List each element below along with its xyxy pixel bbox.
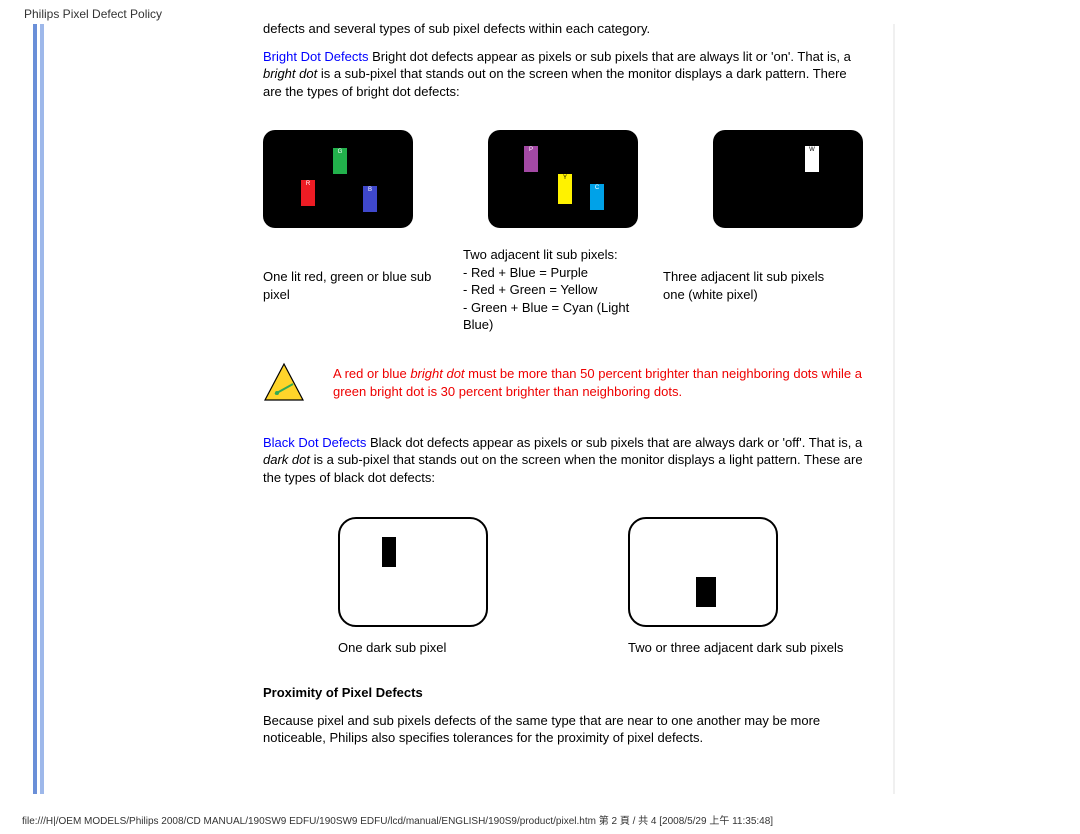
bright-diagram: W <box>713 130 863 228</box>
black-body-a: Black dot defects appear as pixels or su… <box>366 435 862 450</box>
left-stripes <box>33 24 51 794</box>
dark-diagram <box>628 517 778 627</box>
bright-dot-paragraph: Bright Dot Defects Bright dot defects ap… <box>263 48 863 101</box>
dark-label-1: One dark sub pixel <box>338 639 628 657</box>
footer-path: file:///H|/OEM MODELS/Philips 2008/CD MA… <box>22 815 773 829</box>
header-breadcrumb: Philips Pixel Defect Policy <box>24 6 162 22</box>
right-edge <box>893 24 895 794</box>
bright-diagrams-row: RGB PYC W <box>263 130 863 228</box>
bright-dot-heading: Bright Dot Defects <box>263 49 369 64</box>
bright-diagram: RGB <box>263 130 413 228</box>
bright-italic: bright dot <box>263 66 317 81</box>
intro-tail: defects and several types of sub pixel d… <box>263 20 863 38</box>
bright-body-a: Bright dot defects appear as pixels or s… <box>369 49 851 64</box>
bright-labels-row: One lit red, green or blue sub pixel Two… <box>263 246 863 334</box>
proximity-body: Because pixel and sub pixels defects of … <box>263 712 863 747</box>
dark-diagram <box>338 517 488 627</box>
bright-label-2: Two adjacent lit sub pixels: - Red + Blu… <box>463 246 663 334</box>
warning-row: A red or blue bright dot must be more th… <box>263 362 863 404</box>
bright-body-b: is a sub-pixel that stands out on the sc… <box>263 66 847 99</box>
dark-label-2: Two or three adjacent dark sub pixels <box>628 639 843 657</box>
black-italic: dark dot <box>263 452 310 467</box>
bright-label-3: Three adjacent lit sub pixels one (white… <box>663 246 863 334</box>
warning-text: A red or blue bright dot must be more th… <box>333 365 863 400</box>
proximity-heading: Proximity of Pixel Defects <box>263 684 863 702</box>
bright-label-1: One lit red, green or blue sub pixel <box>263 246 463 334</box>
main-content: defects and several types of sub pixel d… <box>263 20 863 757</box>
warning-icon <box>263 362 305 404</box>
black-dot-heading: Black Dot Defects <box>263 435 366 450</box>
dark-diagrams-row <box>263 517 863 627</box>
black-body-b: is a sub-pixel that stands out on the sc… <box>263 452 863 485</box>
black-dot-paragraph: Black Dot Defects Black dot defects appe… <box>263 434 863 487</box>
dark-labels-row: One dark sub pixel Two or three adjacent… <box>263 639 863 657</box>
bright-diagram: PYC <box>488 130 638 228</box>
